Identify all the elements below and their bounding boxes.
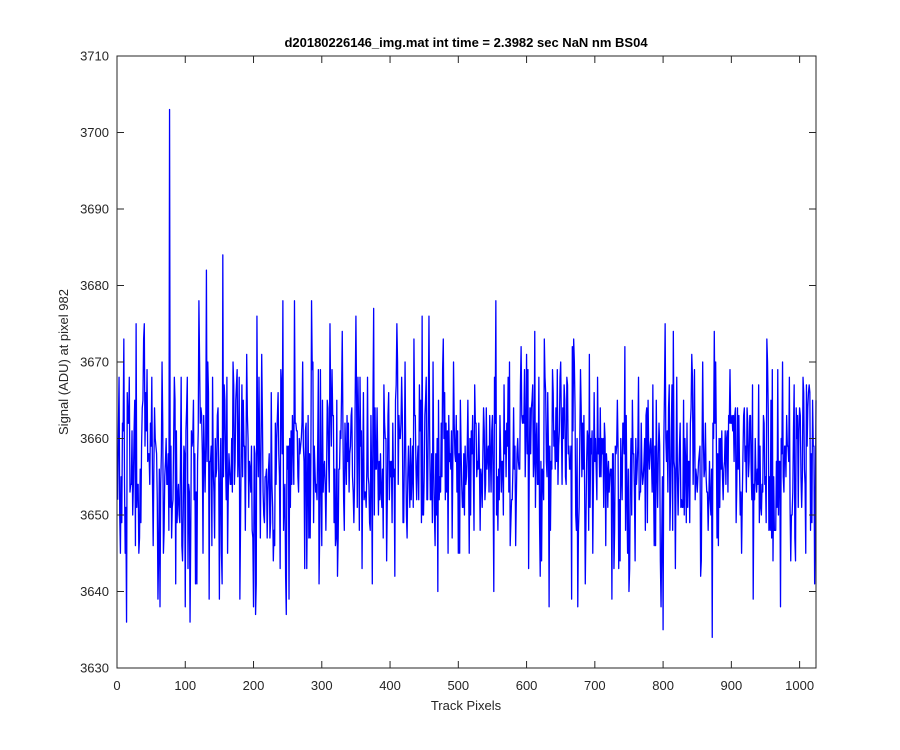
x-tick-label: 1000 (785, 678, 814, 693)
ticks-layer: 0 100 200 300 400 500 600 700 800 900 1000 3630 3640… (80, 49, 816, 693)
chart-title: d20180226146_img.mat int time = 2.3982 s… (284, 35, 648, 50)
x-tick-label: 600 (516, 678, 538, 693)
y-tick-label: 3660 (80, 431, 109, 446)
x-tick-label: 200 (243, 678, 265, 693)
y-tick-label: 3640 (80, 584, 109, 599)
x-tick-label: 700 (584, 678, 606, 693)
data-layer (117, 108, 817, 639)
x-tick-label: 100 (174, 678, 196, 693)
y-tick-label: 3650 (80, 508, 109, 523)
x-tick-label: 400 (379, 678, 401, 693)
y-tick-label: 3630 (80, 661, 109, 676)
y-tick-label: 3680 (80, 278, 109, 293)
x-tick-label: 300 (311, 678, 333, 693)
x-tick-label: 800 (652, 678, 674, 693)
y-axis-label: Signal (ADU) at pixel 982 (56, 289, 71, 435)
y-tick-label: 3710 (80, 49, 109, 64)
signal-series-line (117, 108, 817, 639)
x-tick-label: 500 (447, 678, 469, 693)
x-axis-label: Track Pixels (431, 698, 502, 713)
x-tick-label: 900 (721, 678, 743, 693)
y-tick-label: 3700 (80, 125, 109, 140)
y-tick-label: 3690 (80, 202, 109, 217)
x-tick-label: 0 (113, 678, 120, 693)
y-tick-label: 3670 (80, 355, 109, 370)
